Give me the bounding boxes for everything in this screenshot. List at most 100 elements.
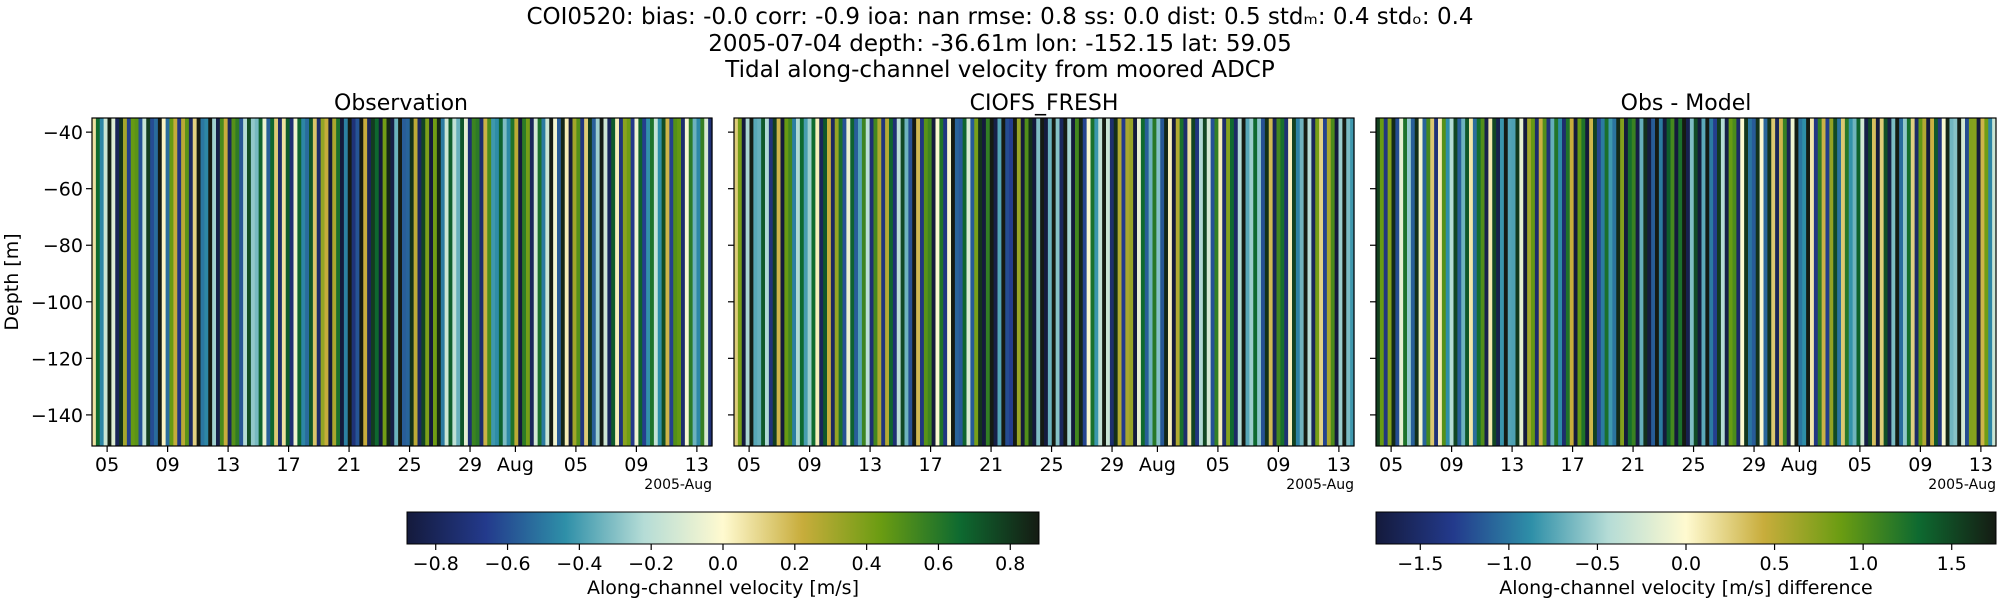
- heatmap-band: [1090, 118, 1095, 446]
- heatmap-band: [487, 118, 492, 446]
- heatmap-band: [1284, 118, 1289, 446]
- heatmap-band: [823, 118, 828, 446]
- x-tick-label: 09: [624, 454, 648, 476]
- colorbar-label: Along-channel velocity [m/s]: [587, 577, 859, 599]
- heatmap-band: [861, 118, 867, 446]
- heatmap-band: [923, 118, 929, 446]
- heatmap-band: [1600, 118, 1606, 446]
- heatmap-band: [1500, 118, 1505, 446]
- heatmap-band: [1841, 118, 1846, 446]
- heatmap-band: [305, 118, 310, 446]
- heatmap-band: [1519, 118, 1524, 446]
- heatmap-band: [231, 118, 236, 446]
- heatmap-band: [332, 118, 337, 446]
- heatmap-band: [927, 118, 933, 446]
- heatmap-band: [1484, 118, 1489, 446]
- x-tick-label: 29: [1100, 454, 1124, 476]
- heatmap-band: [107, 118, 112, 446]
- x-tick-label: 25: [397, 454, 421, 476]
- heatmap-band: [467, 118, 473, 446]
- heatmap-band: [394, 118, 399, 446]
- heatmap-band: [1137, 118, 1142, 446]
- heatmap-band: [522, 118, 527, 446]
- heatmap-band: [1292, 118, 1297, 446]
- heatmap-band: [799, 118, 805, 446]
- x-tick-label: 05: [1206, 454, 1230, 476]
- heatmap-band: [1403, 118, 1408, 446]
- heatmap-band: [692, 118, 698, 446]
- heatmap-band: [328, 118, 333, 446]
- heatmap-band: [1647, 118, 1652, 446]
- heatmap-band: [568, 118, 574, 446]
- heatmap-band: [761, 118, 766, 446]
- heatmap-band: [1980, 118, 1985, 446]
- heatmap-band: [1910, 118, 1916, 446]
- heatmap-band: [99, 118, 105, 446]
- heatmap-band: [912, 118, 917, 446]
- heatmap-band: [204, 118, 209, 446]
- x-tick-label: 13: [685, 454, 709, 476]
- heatmap-band: [588, 118, 593, 446]
- heatmap-band: [1315, 118, 1320, 446]
- heatmap-band: [92, 118, 97, 446]
- heatmap-band: [1763, 118, 1768, 446]
- heatmap-band: [336, 118, 341, 446]
- heatmap-band: [638, 118, 643, 446]
- heatmap-band: [873, 118, 878, 446]
- heatmap-band: [1627, 118, 1633, 446]
- heatmap-band: [1620, 118, 1625, 446]
- heatmap-band: [765, 118, 770, 446]
- heatmap-band: [386, 118, 391, 446]
- heatmap-band: [150, 118, 155, 446]
- x-tick-label: 05: [564, 454, 588, 476]
- heatmap-band: [378, 118, 384, 446]
- heatmap-band: [1434, 118, 1439, 446]
- panel-obs-minus-model: Obs - Model 05 09 13 17 21 25 29 Aug 05 09 13 2005…: [1370, 91, 1997, 493]
- heatmap-band: [1032, 118, 1037, 446]
- x-tick-label: 17: [918, 454, 942, 476]
- heatmap-band: [889, 118, 894, 446]
- heatmap-band: [1868, 118, 1873, 446]
- x-tick-label: 09: [156, 454, 180, 476]
- heatmap-band: [603, 118, 608, 446]
- heatmap-band: [850, 118, 855, 446]
- panel-ciofs-fresh: CIOFS_FRESH 05 09 13 17 21 25 29 Aug 05 09 13 2005…: [728, 91, 1355, 493]
- heatmap-band: [1140, 118, 1146, 446]
- heatmap-band: [1121, 118, 1126, 446]
- heatmap-band: [1488, 118, 1493, 446]
- heatmap-band: [869, 118, 875, 446]
- colorbar-gradient: [1375, 511, 1997, 545]
- heatmap-band: [737, 118, 743, 446]
- heatmap-band: [1210, 118, 1216, 446]
- heatmap-band: [768, 118, 774, 446]
- heatmap-band: [1028, 118, 1033, 446]
- heatmap-band: [483, 118, 488, 446]
- heatmap-band: [382, 118, 388, 446]
- heatmap-band: [289, 118, 295, 446]
- heatmap-band: [479, 118, 484, 446]
- heatmap-band: [1833, 118, 1838, 446]
- y-tick-label: −120: [31, 348, 83, 370]
- heatmap-band: [1515, 118, 1520, 446]
- heatmap-band: [1013, 118, 1018, 446]
- heatmap-band: [1113, 118, 1119, 446]
- heatmap-band: [1257, 118, 1262, 446]
- colorbar-tick-label: 0.6: [923, 553, 953, 575]
- heatmap-band: [1922, 118, 1927, 446]
- heatmap-band: [681, 118, 686, 446]
- heatmap-band: [1449, 118, 1455, 446]
- heatmap-band: [1651, 118, 1656, 446]
- heatmap-band: [1191, 118, 1196, 446]
- heatmap-band: [939, 118, 944, 446]
- heatmap-band: [557, 118, 562, 446]
- heatmap-band: [1346, 118, 1351, 446]
- heatmap-band: [947, 118, 952, 446]
- heatmap-band: [954, 118, 960, 446]
- heatmap-band: [398, 118, 403, 446]
- heatmap-band: [390, 118, 395, 446]
- heatmap-band: [219, 118, 225, 446]
- heatmap-band: [815, 118, 820, 446]
- heatmap-band: [425, 118, 430, 446]
- heatmap-band: [1887, 118, 1892, 446]
- heatmap-band: [1717, 118, 1722, 446]
